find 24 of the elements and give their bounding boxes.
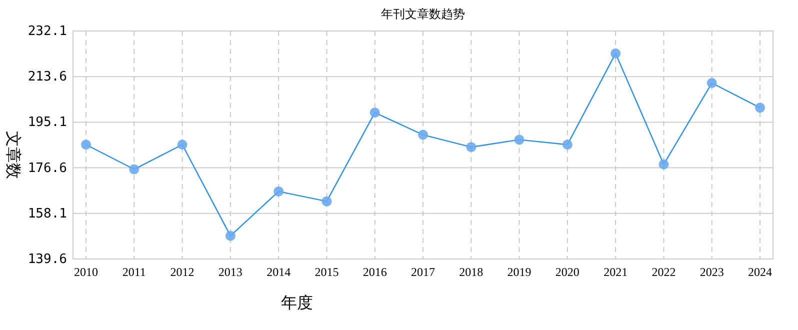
x-tick-label: 2017 bbox=[411, 265, 435, 279]
x-tick-label: 2018 bbox=[459, 265, 484, 279]
x-tick-label: 2022 bbox=[652, 265, 676, 279]
x-tick-label: 2010 bbox=[74, 265, 98, 279]
x-tick-label: 2019 bbox=[507, 265, 532, 279]
y-tick-label: 139.6 bbox=[28, 252, 67, 267]
y-tick-label: 213.6 bbox=[28, 70, 67, 85]
y-axis-title: 文章数 bbox=[4, 131, 22, 179]
y-tick-label: 232.1 bbox=[28, 24, 67, 39]
x-tick-label: 2011 bbox=[122, 265, 146, 279]
y-tick-label: 195.1 bbox=[28, 115, 67, 130]
x-tick-label: 2024 bbox=[748, 265, 772, 279]
x-tick-label: 2020 bbox=[555, 265, 580, 279]
x-tick-label: 2013 bbox=[218, 265, 242, 279]
x-tick-label: 2014 bbox=[266, 265, 291, 279]
x-tick-label: 2012 bbox=[170, 265, 194, 279]
y-tick-label: 176.6 bbox=[28, 160, 67, 176]
x-tick-label: 2015 bbox=[314, 265, 339, 279]
chart-title: 年刊文章数趋势 bbox=[381, 7, 465, 21]
x-axis-title: 年度 bbox=[281, 294, 313, 312]
x-tick-label: 2021 bbox=[604, 265, 628, 279]
x-tick-label: 2023 bbox=[700, 265, 724, 279]
x-tick-label: 2016 bbox=[362, 265, 387, 279]
y-tick-label: 158.1 bbox=[28, 206, 67, 222]
